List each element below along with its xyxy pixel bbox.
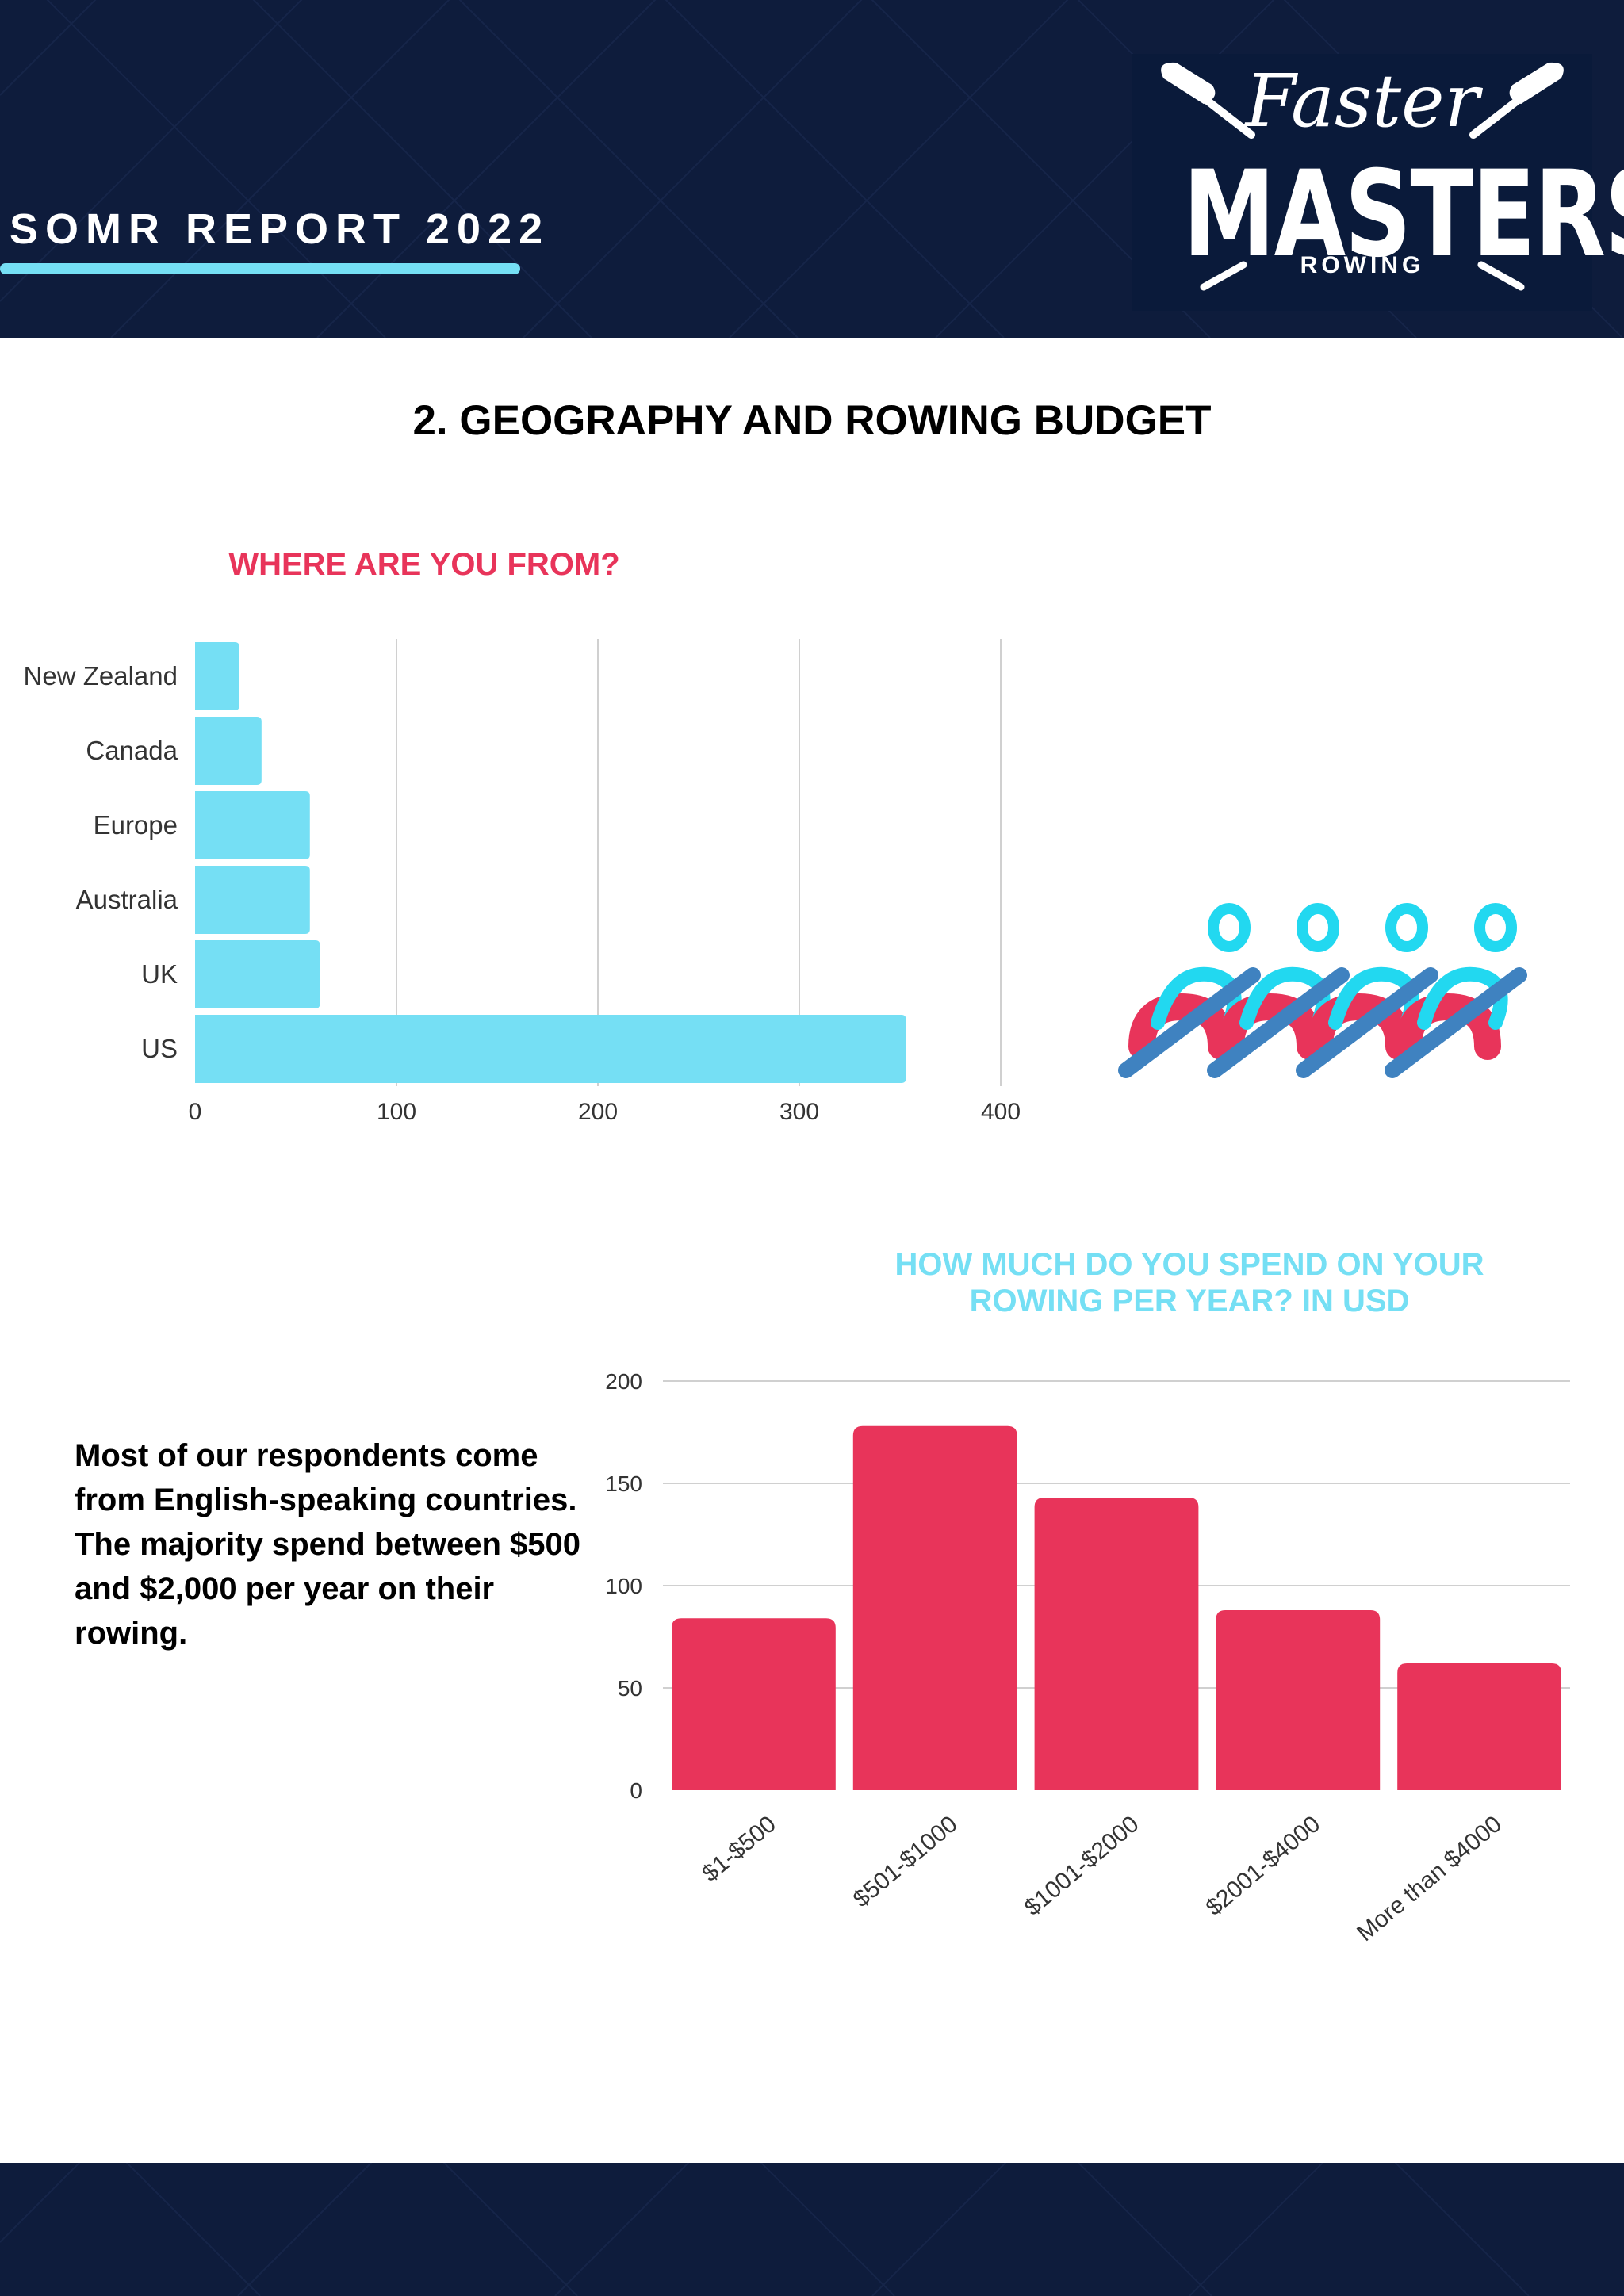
header-banner: SOMR REPORT 2022 Faster MASTERS ROWING: [0, 0, 1624, 338]
y-tick-label: 0: [630, 1778, 642, 1803]
y-category-label: UK: [141, 959, 178, 989]
bar-europe: [195, 791, 310, 859]
x-tick-label: 0: [189, 1099, 202, 1125]
y-category-label: Canada: [86, 736, 178, 765]
rower-4-icon: [1385, 903, 1527, 1078]
x-tick-label: 400: [981, 1099, 1021, 1125]
oars-icon: [1161, 62, 1564, 291]
bar-spend-3: [1034, 1498, 1199, 1790]
x-category-label: $1-$500: [697, 1811, 781, 1887]
footer-pattern: [0, 2163, 1530, 2296]
rower-2-icon: [1207, 903, 1350, 1078]
bar-canada: [195, 717, 262, 785]
y-category-label: New Zealand: [24, 661, 178, 691]
x-tick-label: 300: [779, 1099, 819, 1125]
faster-masters-logo: Faster MASTERS ROWING: [1132, 54, 1624, 311]
y-category-label: Europe: [94, 810, 178, 840]
bar-spend-4: [1216, 1609, 1381, 1790]
x-category-label: More than $4000: [1352, 1811, 1507, 1946]
x-category-label: $1001-$2000: [1020, 1811, 1144, 1921]
bar-spend-2: [852, 1425, 1017, 1790]
bar-us: [195, 1015, 906, 1083]
rower-1-icon: [1118, 903, 1261, 1078]
country-bar-chart: 0 100 200 300 400 New Zealand Canada Europe Aust…: [24, 639, 1021, 1125]
logo-script-text: Faster: [1245, 59, 1480, 144]
x-category-label: $501-$1000: [848, 1811, 963, 1912]
y-tick-label: 200: [605, 1369, 642, 1394]
y-tick-label: 100: [605, 1574, 642, 1598]
y-tick-label: 150: [605, 1471, 642, 1496]
section-title: 2. GEOGRAPHY AND ROWING BUDGET: [412, 397, 1212, 444]
footer-banner: [0, 2163, 1624, 2296]
report-title: SOMR REPORT 2022: [10, 205, 550, 253]
y-tick-label: 50: [618, 1676, 642, 1701]
logo-sub-text: ROWING: [1300, 252, 1425, 278]
chart-title-where-from: WHERE ARE YOU FROM?: [228, 547, 620, 582]
chart-title-spend: HOW MUCH DO YOU SPEND ON YOUR ROWING PER…: [894, 1247, 1484, 1318]
y-category-label: US: [141, 1034, 178, 1063]
rowers-icon: [1118, 903, 1527, 1078]
bar-spend-1: [672, 1618, 836, 1790]
bar-uk: [195, 940, 320, 1008]
bar-australia: [195, 866, 310, 934]
x-category-label: $2001-$4000: [1201, 1811, 1326, 1921]
spend-bar-chart: 0 50 100 150 200 $1-$500 $501-$1000 $1001-$2000…: [605, 1369, 1570, 1946]
y-category-label: Australia: [76, 885, 178, 914]
x-tick-label: 100: [377, 1099, 416, 1125]
rower-3-icon: [1296, 903, 1438, 1078]
x-tick-label: 200: [578, 1099, 618, 1125]
report-title-underline: [0, 263, 520, 274]
header-pattern: [0, 0, 1623, 338]
summary-text: Most of our respondents come from Englis…: [75, 1438, 580, 1651]
bar-spend-5: [1397, 1663, 1561, 1790]
bar-new-zealand: [195, 642, 239, 710]
